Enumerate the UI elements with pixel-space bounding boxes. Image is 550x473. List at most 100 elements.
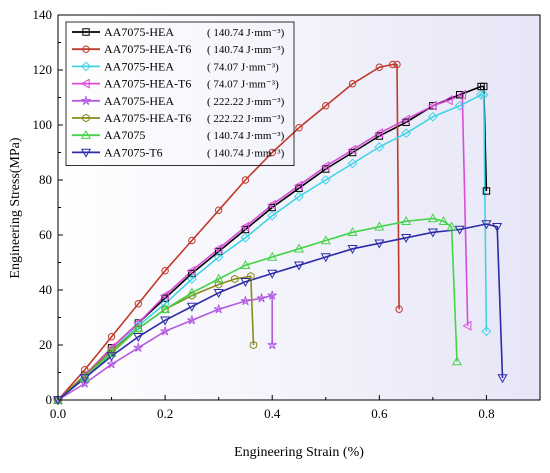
series-7-point [106,352,117,362]
series-5-point [81,370,89,380]
series-6-point [160,304,171,313]
series-4-point [133,342,144,352]
series-1-point [322,102,330,110]
legend-energy-0: ( 140.74 J·mm⁻³) [207,27,285,39]
series-1-point [393,60,401,69]
y-tick-label: 20 [39,337,52,352]
series-6-point [438,216,449,225]
legend-label-4: AA7075-HEA [104,94,174,108]
x-tick-label: 0.8 [478,406,494,421]
series-1-point [161,267,169,275]
y-tick-label: 60 [39,227,52,242]
series-1-point [241,176,250,184]
series-7-point [186,302,197,312]
series-6-point [267,251,278,261]
legend-marker-5 [82,113,90,123]
legend-label-3: AA7075-HEA-T6 [104,77,191,91]
series-6-point [133,323,144,333]
series-2-point [476,89,486,100]
series-3-point [400,114,410,125]
series-4-point [213,304,224,314]
y-tick-label: 80 [39,172,52,187]
series-7-point [320,253,331,263]
series-3-point [267,199,276,210]
series-2-point [320,175,331,185]
series-line-7 [57,223,504,401]
series-7-point [293,261,305,271]
legend-label-2: AA7075-HEA [104,59,174,73]
series-4-point [267,340,277,350]
series-0-point [482,187,491,195]
legend-marker-7 [80,148,92,158]
y-tick-label: 140 [33,7,53,22]
series-7-point [401,234,412,243]
series-2-point [374,142,385,152]
series-1-point [214,206,223,214]
legend-label-1: AA7075-HEA-T6 [104,42,191,56]
series-4-point [80,378,90,388]
series-2-point [213,252,224,262]
y-tick-label: 0 [46,392,53,407]
legend-label-7: AA7075-T6 [104,145,163,159]
series-7-point [347,245,358,254]
series-line-1 [57,63,400,401]
series-7-point [240,278,251,287]
series-7-point [213,289,224,298]
legend-marker-2 [81,61,91,72]
series-3-point [159,290,169,301]
legend-energy-6: ( 140.74 J·mm⁻³) [207,130,285,142]
series-1-point [348,80,357,88]
series-2-point [294,191,304,202]
series-4-point [106,359,117,369]
y-tick-label: 40 [39,282,52,297]
series-1-point [107,333,116,341]
series-2-point [186,274,197,284]
series-7-point [79,374,90,384]
series-6-point [186,287,197,297]
series-6-point [320,235,331,245]
series-1-point [268,148,276,157]
legend-label-6: AA7075 [104,128,145,142]
series-6-point [240,260,251,269]
series-7-point [133,333,144,342]
series-4-point [256,293,267,303]
series-7-point [427,228,438,238]
series-4-point [160,326,170,336]
series-7-point [374,239,385,249]
series-7-point [481,220,492,230]
series-2-point [478,89,489,100]
series-7-point [497,374,508,384]
legend-marker-4 [81,95,91,105]
series-7-point [492,223,503,232]
legend-marker-1 [82,45,90,53]
series-0-point [455,91,464,99]
series-2-point [267,210,278,221]
series-3-point [293,180,303,191]
series-3-point [374,128,384,139]
series-6-point [451,356,463,366]
series-1-point [375,63,384,71]
series-7-point [454,225,465,235]
series-5-point [249,340,258,350]
series-2-point [401,128,412,139]
series-line-6 [57,217,458,401]
series-4-point [240,296,251,306]
legend-energy-3: ( 74.07 J·mm⁻³) [207,79,279,91]
series-3-point [443,95,453,106]
series-1-point [188,236,196,245]
series-line-5 [57,275,255,401]
series-line-3 [57,94,469,401]
series-0-point [480,82,488,91]
legend-energy-7: ( 140.74 J·mm⁻³) [207,147,285,159]
x-tick-label: 0.6 [371,406,388,421]
series-2-point [160,298,171,309]
legend-box [65,21,295,167]
series-6-point [401,216,412,225]
x-tick-label: 0.2 [157,406,173,421]
legend-label-0: AA7075-HEA [104,25,174,39]
series-2-point [427,111,438,122]
x-axis-label: Engineering Strain (%) [234,445,364,460]
series-6-point [427,213,438,223]
series-2-point [240,232,251,243]
